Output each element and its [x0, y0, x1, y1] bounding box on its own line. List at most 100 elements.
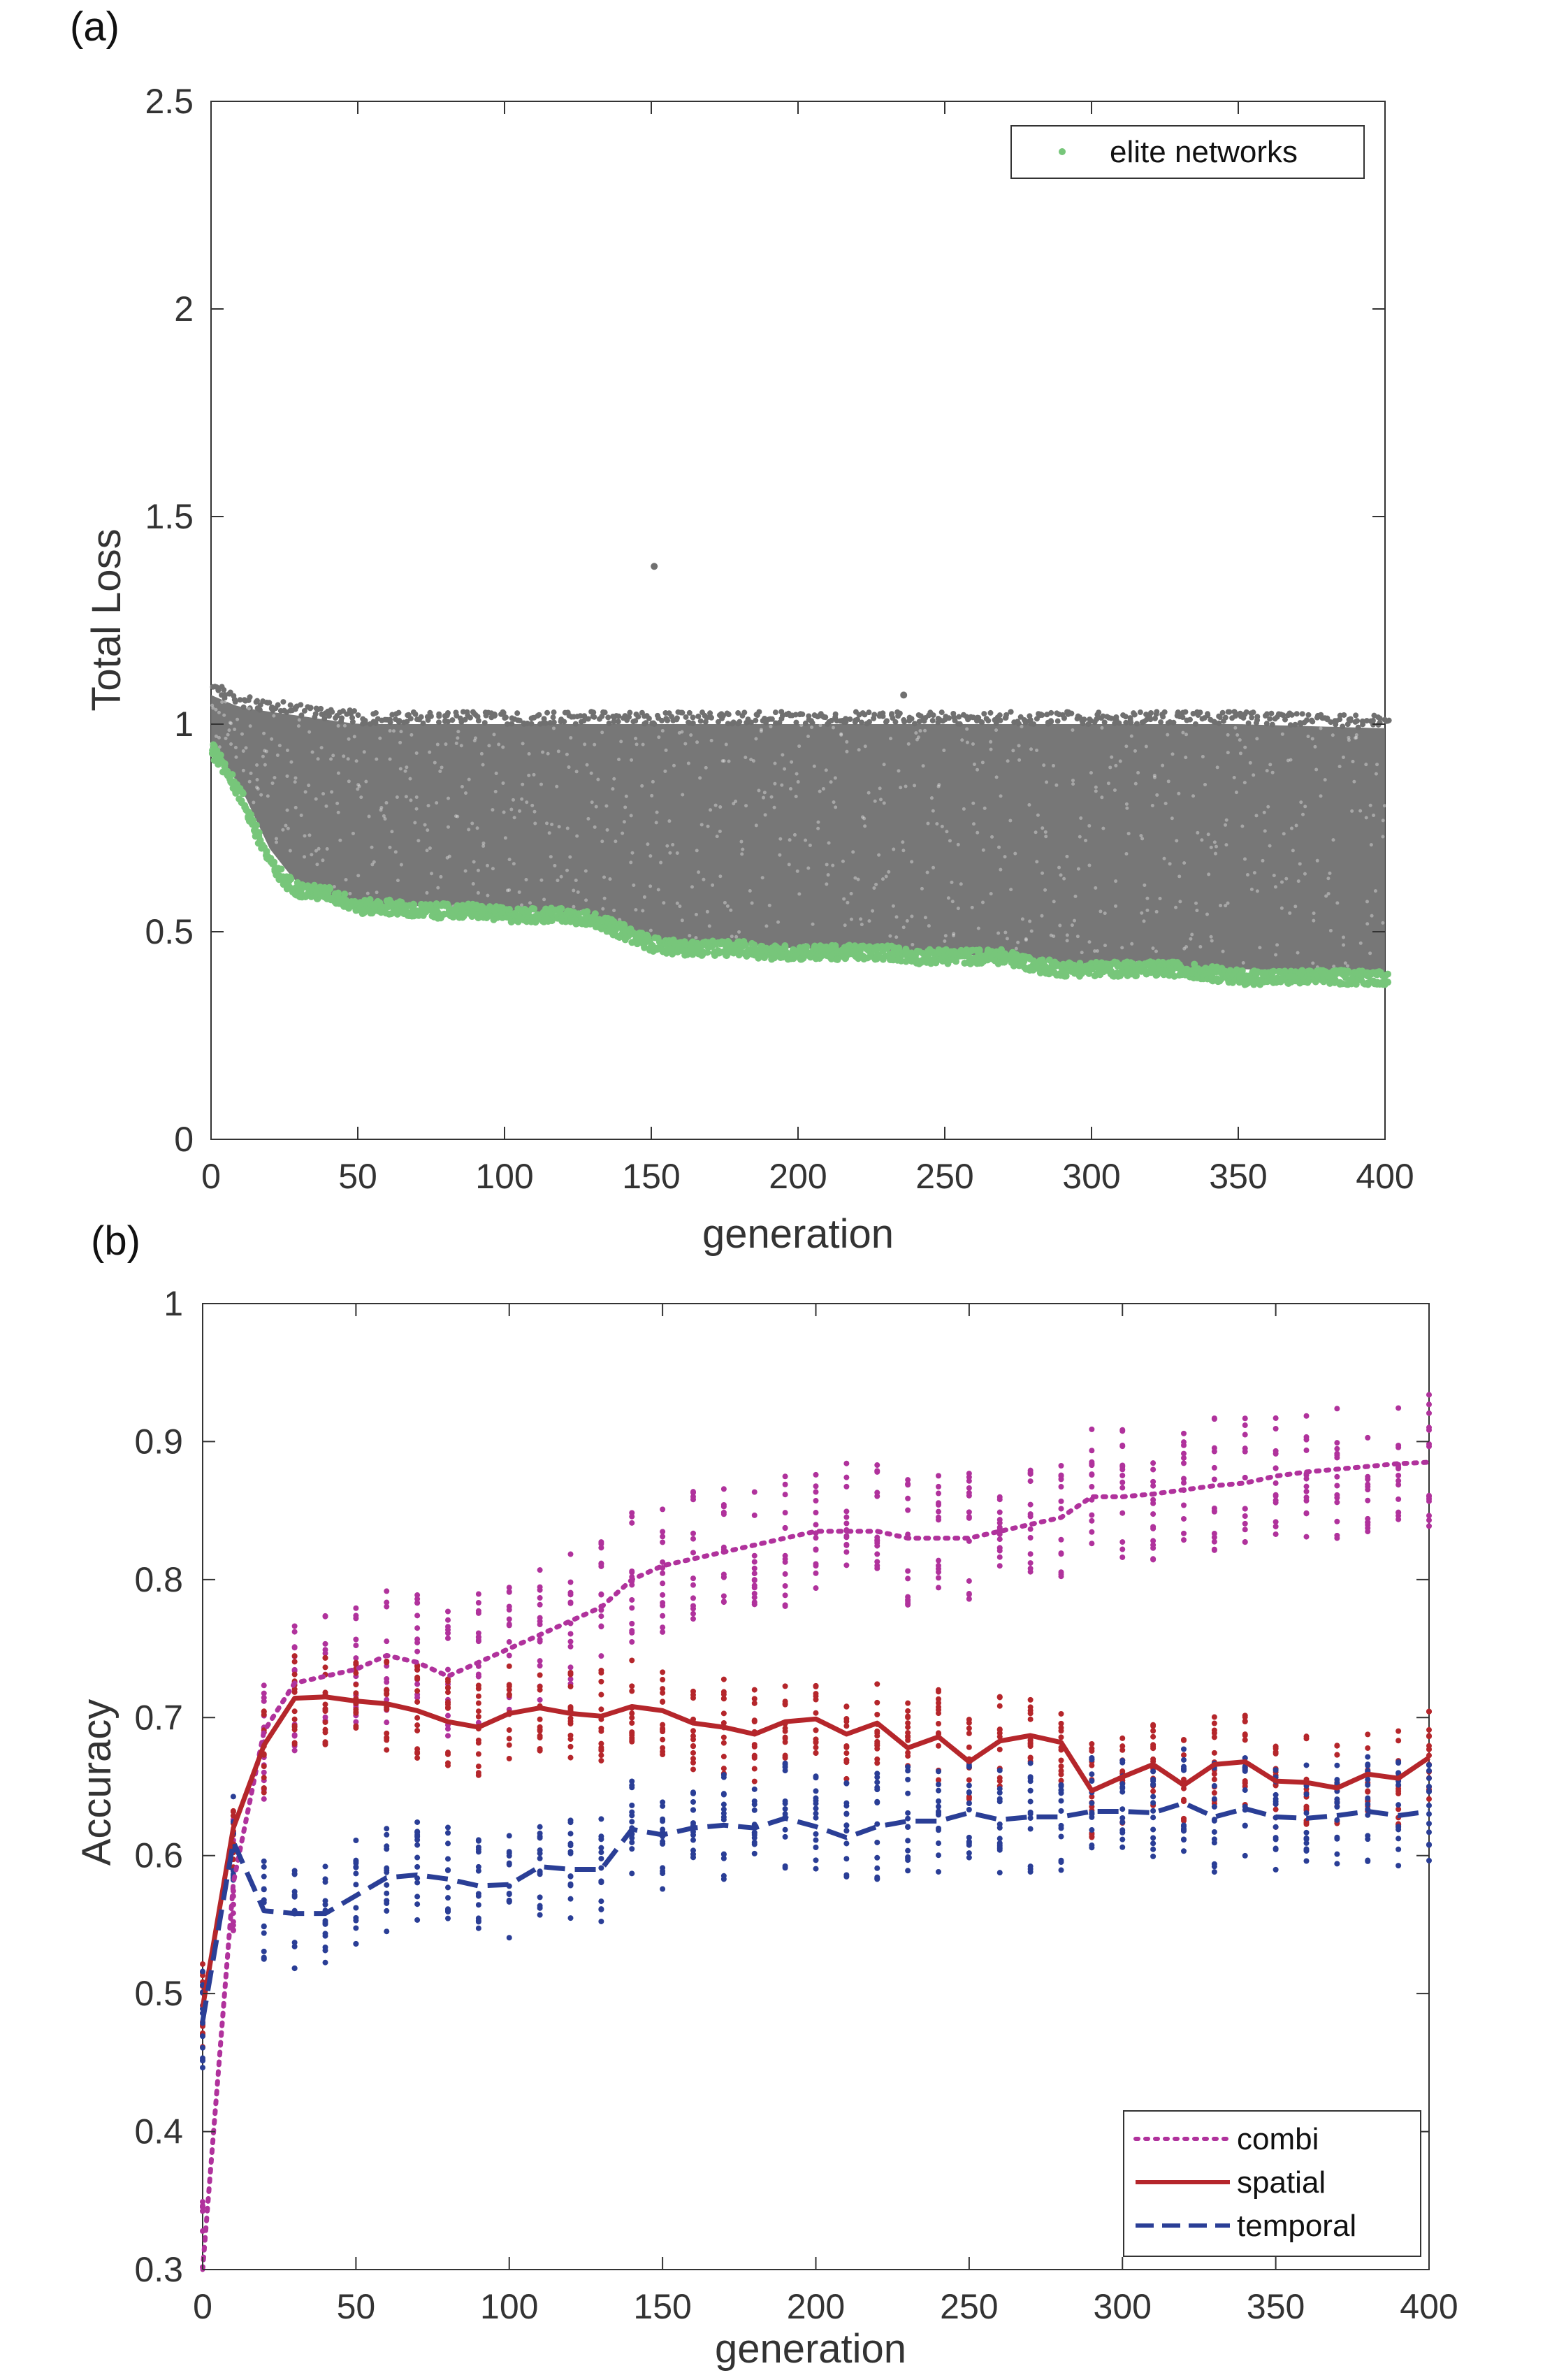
accuracy-dot-spatial — [414, 1722, 421, 1729]
cloud-gap — [1293, 904, 1298, 909]
accuracy-dot-temporal — [782, 1826, 788, 1833]
accuracy-dot-combi — [445, 1608, 451, 1615]
cloud-gap — [727, 759, 731, 763]
cloud-gap — [1335, 901, 1340, 905]
accuracy-dot-combi — [353, 1643, 359, 1649]
cloud-gap — [662, 901, 666, 905]
cloud-gap — [1084, 838, 1088, 842]
cloud-gap — [1210, 939, 1214, 943]
elite-point — [335, 889, 342, 897]
cloud-gap — [1080, 951, 1084, 955]
cloud-point — [1267, 716, 1273, 722]
accuracy-dot-combi — [874, 1559, 880, 1565]
accuracy-dot-combi — [1334, 1499, 1340, 1506]
accuracy-scatter-dots — [200, 1392, 1432, 2270]
cloud-gap — [1099, 909, 1103, 914]
accuracy-dot-spatial — [1089, 1833, 1095, 1840]
accuracy-dot-temporal — [905, 1857, 911, 1863]
accuracy-dot-combi — [660, 1534, 666, 1540]
cloud-point — [543, 720, 549, 726]
accuracy-dot-spatial — [353, 1706, 359, 1712]
x-tick-label-a: 100 — [475, 1157, 533, 1196]
accuracy-dot-temporal — [1365, 1761, 1371, 1768]
accuracy-dot-combi — [291, 1747, 298, 1754]
accuracy-dot-spatial — [1426, 1733, 1432, 1740]
accuracy-dot-spatial — [261, 1764, 267, 1770]
cloud-gap — [874, 882, 878, 886]
accuracy-dot-temporal — [874, 1784, 880, 1791]
accuracy-dot-temporal — [506, 1935, 512, 1941]
accuracy-dot-spatial — [874, 1711, 880, 1717]
cloud-gap — [1093, 949, 1097, 953]
accuracy-dot-temporal — [843, 1811, 850, 1817]
cloud-point — [843, 719, 849, 726]
elite-point — [229, 771, 236, 779]
accuracy-dot-temporal — [537, 1868, 543, 1875]
panel-a-label: (a) — [70, 4, 119, 50]
accuracy-dot-combi — [1273, 1523, 1279, 1529]
accuracy-dot-spatial — [966, 1730, 972, 1736]
cloud-gap — [222, 713, 226, 717]
accuracy-dot-combi — [1089, 1471, 1095, 1478]
cloud-gap — [286, 826, 290, 830]
accuracy-dot-combi — [537, 1567, 543, 1573]
cloud-gap — [1255, 889, 1259, 893]
cloud-gap — [1306, 735, 1310, 739]
cloud-gap — [1226, 751, 1230, 755]
cloud-point — [981, 711, 987, 717]
accuracy-dot-combi — [690, 1536, 696, 1542]
cloud-point — [697, 718, 704, 724]
cloud-point — [867, 719, 873, 725]
accuracy-dot-combi — [1242, 1422, 1248, 1429]
accuracy-dot-spatial — [996, 1746, 1003, 1752]
cloud-point — [938, 709, 945, 716]
cloud-gap — [252, 800, 256, 805]
accuracy-dot-combi — [936, 1585, 941, 1591]
cloud-gap — [356, 787, 360, 791]
elite-point — [366, 896, 374, 904]
accuracy-dot-temporal — [1058, 1833, 1064, 1840]
accuracy-dot-spatial — [751, 1687, 757, 1693]
accuracy-dot-combi — [537, 1658, 543, 1664]
cloud-gap — [608, 877, 612, 881]
cloud-gap — [831, 726, 835, 730]
accuracy-dot-spatial — [782, 1754, 788, 1760]
cloud-gap — [713, 803, 718, 807]
cloud-point — [1154, 709, 1160, 715]
cloud-gap — [754, 737, 758, 741]
accuracy-dot-combi — [874, 1551, 880, 1557]
cloud-gap — [640, 784, 644, 788]
cloud-gap — [1368, 951, 1372, 955]
accuracy-dot-combi — [1426, 1441, 1432, 1448]
accuracy-dot-combi — [261, 1682, 267, 1689]
accuracy-dot-spatial — [598, 1706, 604, 1712]
cloud-gap — [1381, 818, 1385, 823]
accuracy-dot-combi — [1334, 1473, 1340, 1480]
elite-point — [1062, 972, 1070, 980]
cloud-gap — [1268, 763, 1273, 767]
cloud-point — [615, 719, 621, 725]
accuracy-dot-spatial — [843, 1718, 850, 1724]
accuracy-dot-temporal — [1089, 1757, 1095, 1763]
accuracy-dot-temporal — [1150, 1800, 1157, 1806]
accuracy-dot-temporal — [813, 1810, 819, 1817]
accuracy-dot-spatial — [905, 1700, 911, 1706]
cloud-gap — [905, 918, 909, 923]
cloud-gap — [1354, 735, 1358, 740]
cloud-gap — [612, 909, 616, 913]
accuracy-dot-temporal — [1150, 1835, 1157, 1841]
x-tick-labels-b: 0 50 100 150 200 250 300 350 400 — [193, 1304, 1458, 2326]
accuracy-dot-combi — [905, 1601, 911, 1608]
cloud-gap — [630, 851, 635, 855]
cloud-gap — [920, 886, 924, 890]
cloud-gap — [1014, 946, 1018, 951]
accuracy-dot-combi — [445, 1712, 451, 1719]
accuracy-dot-temporal — [291, 1943, 298, 1949]
cloud-gap — [1389, 873, 1393, 877]
accuracy-dot-temporal — [936, 1825, 941, 1831]
accuracy-dot-temporal — [1150, 1782, 1157, 1788]
accuracy-dot-spatial — [936, 1696, 941, 1702]
x-tick-label-b: 50 — [337, 2287, 376, 2326]
cloud-point — [280, 699, 287, 705]
accuracy-dot-temporal — [475, 1837, 481, 1843]
